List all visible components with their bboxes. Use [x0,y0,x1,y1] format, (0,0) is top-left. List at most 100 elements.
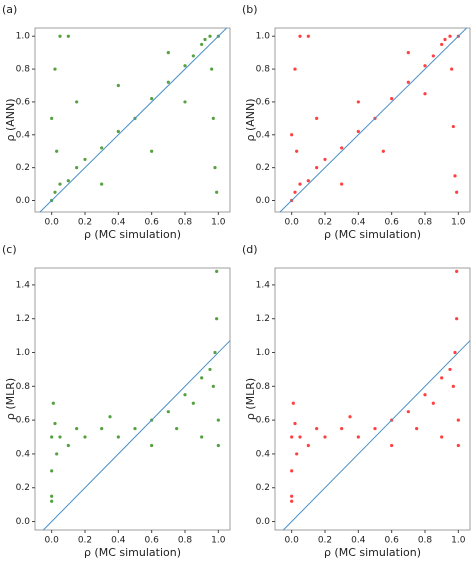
scatter-point [215,317,219,321]
x-tick-label: 0.6 [145,536,160,546]
x-tick-label: 1.0 [211,218,226,228]
y-tick-label: 0.0 [16,517,31,527]
scatter-point [75,426,79,431]
scatter-point [108,415,112,419]
x-tick-label: 0.2 [78,536,92,546]
scatter-point [203,37,207,42]
panel-label: (d) [242,243,258,256]
scatter-point [290,494,294,498]
scatter-point [456,418,460,422]
scatter-point [150,443,154,448]
scatter-point [356,129,360,134]
y-tick-label: 1.0 [16,348,31,358]
scatter-point [58,182,62,186]
y-tick-label: 1.0 [256,348,271,358]
scatter-point [75,100,79,104]
y-tick-label: 1.4 [16,280,31,290]
scatter-point [423,92,427,96]
y-axis-label: ρ (ANN) [244,98,257,141]
scatter-point [340,182,344,186]
scatter-point [200,435,204,439]
scatter-point [440,376,444,380]
scatter-point [55,149,59,153]
scatter-point [453,350,457,355]
scatter-point [455,317,459,321]
scatter-point [348,415,352,419]
x-axis-label: ρ (MC simulation) [84,228,181,241]
scatter-point [356,435,360,439]
x-axis-label: ρ (MC simulation) [324,228,421,241]
plot-frame [274,27,471,213]
y-tick-label: 1.0 [256,32,271,42]
y-axis-label: ρ (MLR) [244,378,257,420]
scatter-point [215,190,219,194]
plot-frame [274,267,471,531]
scatter-point [298,34,302,38]
y-tick-label: 1.4 [256,280,271,290]
scatter-point [133,426,137,431]
scatter-point [216,418,220,422]
x-tick-label: 0.8 [418,218,433,228]
y-tick-label: 1.0 [16,32,31,42]
y-tick-label: 0.6 [256,97,271,107]
x-axis-label: ρ (MC simulation) [324,546,421,559]
scatter-point [50,469,54,473]
x-tick-label: 0.2 [318,536,332,546]
y-tick-label: 0.8 [16,382,31,392]
plot-frame [34,267,231,531]
scatter-point [451,124,455,129]
scatter-point [83,157,87,162]
x-tick-label: 0.8 [418,536,433,546]
y-tick-label: 0.4 [16,130,31,140]
scatter-point [373,426,377,431]
scatter-point [191,401,195,405]
scatter-point [381,149,385,153]
scatter-point [66,443,70,448]
scatter-point [83,435,87,439]
scatter-point [53,67,57,71]
scatter-point [150,149,154,153]
scatter-point [450,67,454,71]
scatter-point [290,435,294,439]
scatter-point [290,133,294,137]
scatter-point [213,350,217,355]
y-tick-label: 0.4 [16,449,31,459]
scatter-point [315,166,319,170]
x-tick-label: 0.2 [318,218,332,228]
diagonal-line [282,340,471,531]
scatter-point [53,190,57,194]
scatter-point [208,367,212,372]
scatter-point [293,67,297,71]
scatter-point [100,426,104,431]
y-tick-label: 0.2 [16,163,30,173]
scatter-point [51,401,55,405]
scatter-point [150,97,154,101]
scatter-point [423,393,427,397]
scatter-point [440,42,444,47]
y-tick-label: 0.8 [256,65,271,75]
scatter-point [200,42,204,47]
y-tick-label: 0.8 [16,65,31,75]
x-tick-label: 1.0 [451,218,466,228]
scatter-point [216,443,220,448]
x-tick-label: 0.4 [111,536,126,546]
x-tick-label: 0.2 [78,218,92,228]
x-tick-label: 0.4 [111,218,126,228]
scatter-point [323,157,327,162]
scatter-point [191,54,195,58]
scatter-point [431,401,435,405]
scatter-point [213,166,217,170]
scatter-point [340,426,344,431]
scatter-point [58,435,62,439]
scatter-point [211,116,215,120]
scatter-point [315,116,319,120]
scatter-point [443,37,447,42]
x-axis-label: ρ (MC simulation) [84,546,181,559]
scatter-point [55,452,59,456]
scatter-point [53,421,57,426]
diagonal-line [42,340,231,531]
scatter-point [390,443,394,448]
scatter-point [406,51,410,55]
scatter-point [50,116,54,120]
